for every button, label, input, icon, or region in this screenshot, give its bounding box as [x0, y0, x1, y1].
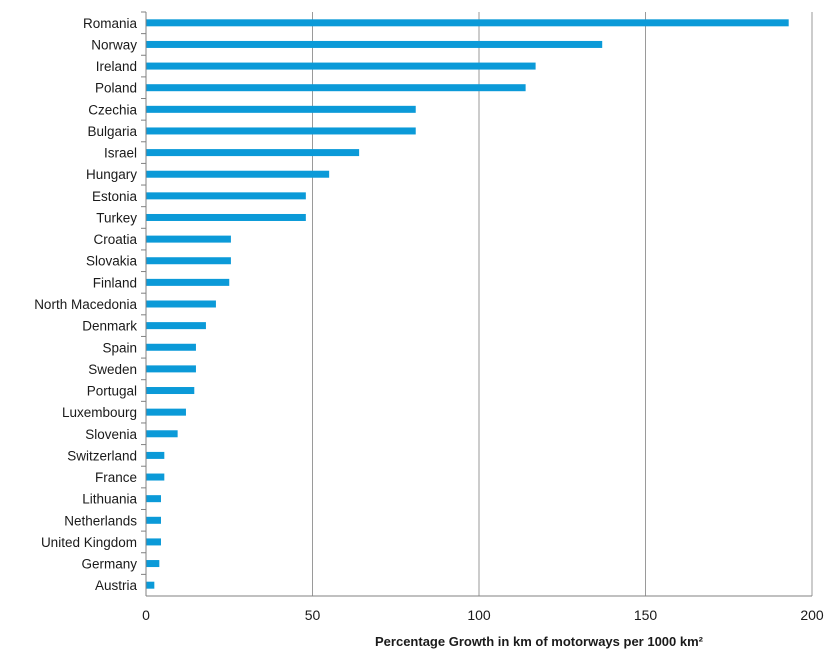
- bar: [146, 62, 536, 70]
- category-label: Hungary: [86, 167, 137, 182]
- category-label: United Kingdom: [41, 535, 137, 550]
- category-label: Denmark: [82, 319, 137, 334]
- bar: [146, 322, 206, 330]
- bars: [146, 19, 789, 589]
- category-label: Turkey: [96, 210, 137, 225]
- bar: [146, 387, 195, 395]
- category-label: Switzerland: [67, 448, 137, 463]
- category-label: Portugal: [87, 384, 137, 399]
- bar: [146, 278, 230, 286]
- x-axis-title: Percentage Growth in km of motorways per…: [375, 634, 704, 649]
- category-label: Lithuania: [82, 492, 137, 507]
- bar: [146, 170, 330, 178]
- category-label: Netherlands: [64, 513, 137, 528]
- category-label: Estonia: [92, 189, 138, 204]
- x-tick-label: 200: [800, 607, 824, 623]
- bar: [146, 365, 196, 373]
- category-label: Slovakia: [86, 254, 138, 269]
- bar: [146, 105, 416, 113]
- bar: [146, 149, 360, 157]
- bar: [146, 235, 231, 243]
- category-label: Czechia: [88, 102, 137, 117]
- category-label: Ireland: [96, 59, 137, 74]
- category-label: Croatia: [93, 232, 137, 247]
- category-label: Austria: [95, 578, 138, 593]
- bar: [146, 516, 161, 524]
- bar: [146, 473, 165, 481]
- bar: [146, 343, 196, 351]
- bar: [146, 127, 416, 135]
- category-label: Poland: [95, 81, 137, 96]
- bar: [146, 84, 526, 92]
- x-tick-label: 150: [634, 607, 658, 623]
- x-tick-label: 100: [467, 607, 491, 623]
- category-label: Norway: [91, 37, 137, 52]
- category-label: Slovenia: [85, 427, 137, 442]
- bar: [146, 408, 186, 416]
- bar: [146, 213, 306, 221]
- bar: [146, 40, 603, 48]
- category-label: Luxembourg: [62, 405, 137, 420]
- bar: [146, 192, 306, 200]
- bar: [146, 495, 161, 503]
- bar: [146, 560, 160, 568]
- bar: [146, 300, 216, 308]
- x-tick-labels: 0 50 100 150 200: [142, 607, 824, 623]
- category-label: North Macedonia: [34, 297, 137, 312]
- category-label: Finland: [93, 275, 137, 290]
- x-tick-label: 0: [142, 607, 150, 623]
- category-labels: Romania Norway Ireland Poland Czechia Bulgari…: [34, 11, 146, 593]
- x-tick-label: 50: [305, 607, 321, 623]
- category-label: Bulgaria: [87, 124, 137, 139]
- category-label: Spain: [102, 340, 137, 355]
- category-label: Israel: [104, 146, 137, 161]
- bar: [146, 19, 789, 27]
- bar: [146, 538, 161, 546]
- category-label: Sweden: [88, 362, 137, 377]
- bar: [146, 581, 155, 589]
- category-label: France: [95, 470, 137, 485]
- category-label: Germany: [81, 557, 137, 572]
- bar: [146, 451, 165, 459]
- category-label: Romania: [83, 16, 138, 31]
- gridlines: [312, 12, 813, 596]
- bar: [146, 430, 178, 438]
- bar: [146, 257, 231, 265]
